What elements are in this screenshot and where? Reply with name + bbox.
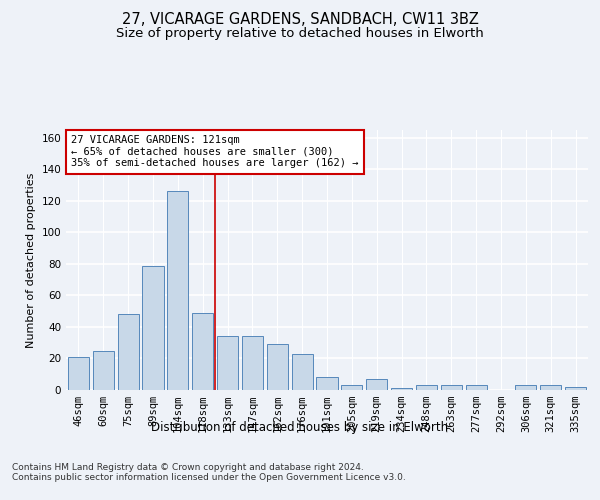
Bar (441, 386, 462, 390)
Bar (515, 386, 536, 390)
Bar (192, 313, 213, 390)
Bar (167, 192, 188, 390)
Bar (540, 386, 561, 390)
Text: 27 VICARAGE GARDENS: 121sqm
← 65% of detached houses are smaller (300)
35% of se: 27 VICARAGE GARDENS: 121sqm ← 65% of det… (71, 135, 359, 168)
Bar (217, 336, 238, 390)
Bar (316, 378, 338, 390)
Text: Distribution of detached houses by size in Elworth: Distribution of detached houses by size … (151, 421, 449, 434)
Bar (292, 354, 313, 390)
Bar (565, 387, 586, 390)
Bar (242, 336, 263, 390)
Bar (267, 344, 288, 390)
Bar (118, 314, 139, 390)
Bar (341, 386, 362, 390)
Bar (93, 350, 114, 390)
Bar (68, 357, 89, 390)
Bar (416, 386, 437, 390)
Y-axis label: Number of detached properties: Number of detached properties (26, 172, 36, 348)
Text: Contains HM Land Registry data © Crown copyright and database right 2024.
Contai: Contains HM Land Registry data © Crown c… (12, 463, 406, 482)
Bar (466, 386, 487, 390)
Text: 27, VICARAGE GARDENS, SANDBACH, CW11 3BZ: 27, VICARAGE GARDENS, SANDBACH, CW11 3BZ (122, 12, 478, 28)
Bar (366, 379, 387, 390)
Bar (142, 266, 164, 390)
Bar (391, 388, 412, 390)
Text: Size of property relative to detached houses in Elworth: Size of property relative to detached ho… (116, 28, 484, 40)
